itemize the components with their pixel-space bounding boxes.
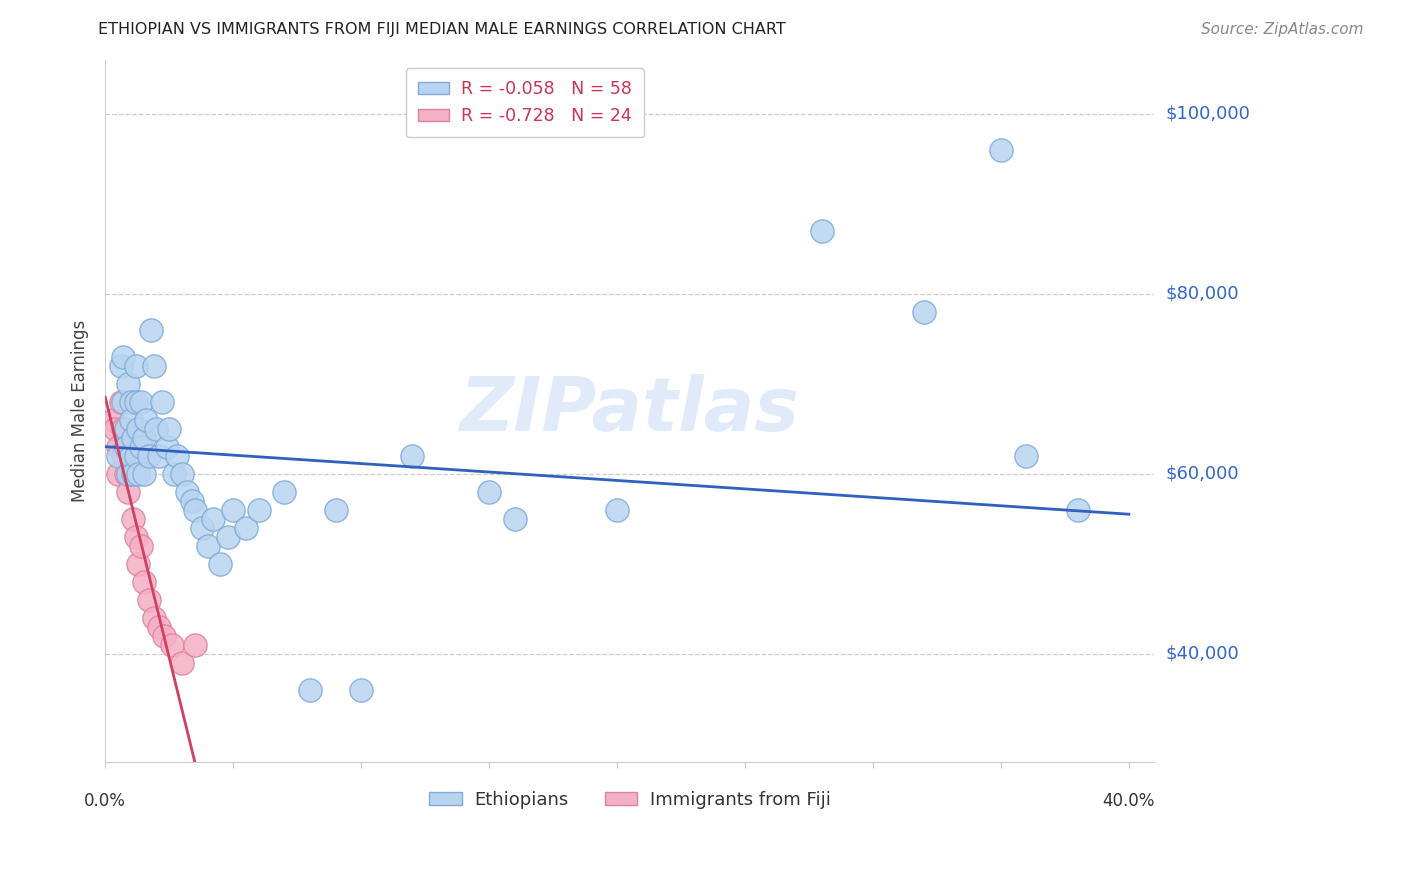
- Text: $80,000: $80,000: [1166, 285, 1239, 302]
- Text: 0.0%: 0.0%: [84, 792, 127, 810]
- Point: [114, 422, 136, 436]
- Point: [112, 394, 135, 409]
- Point: [125, 394, 148, 409]
- Point: [120, 467, 142, 481]
- Point: [117, 376, 139, 391]
- Point: [117, 467, 139, 481]
- Point: [122, 467, 145, 481]
- Point: [107, 467, 129, 481]
- Text: ZIPatlas: ZIPatlas: [460, 374, 800, 447]
- Point: [201, 512, 224, 526]
- Point: [141, 323, 163, 337]
- Point: [235, 521, 257, 535]
- Point: [110, 394, 132, 409]
- Point: [170, 656, 193, 670]
- Point: [247, 502, 270, 516]
- Point: [160, 638, 183, 652]
- Point: [606, 502, 628, 516]
- Point: [132, 431, 155, 445]
- Point: [912, 304, 935, 318]
- Point: [112, 449, 135, 463]
- Point: [153, 629, 176, 643]
- Point: [107, 449, 129, 463]
- Point: [132, 467, 155, 481]
- Text: $100,000: $100,000: [1166, 104, 1250, 122]
- Point: [170, 467, 193, 481]
- Point: [125, 359, 148, 373]
- Y-axis label: Median Male Earnings: Median Male Earnings: [72, 319, 89, 502]
- Point: [125, 530, 148, 544]
- Point: [148, 449, 170, 463]
- Point: [503, 512, 526, 526]
- Point: [129, 394, 152, 409]
- Point: [156, 440, 179, 454]
- Point: [166, 449, 188, 463]
- Point: [1066, 502, 1088, 516]
- Point: [142, 611, 165, 625]
- Text: 40.0%: 40.0%: [1102, 792, 1154, 810]
- Point: [122, 431, 145, 445]
- Point: [127, 467, 149, 481]
- Point: [127, 557, 149, 571]
- Point: [222, 502, 245, 516]
- Point: [114, 440, 136, 454]
- Point: [101, 413, 124, 427]
- Point: [478, 484, 501, 499]
- Point: [120, 449, 142, 463]
- Point: [810, 224, 832, 238]
- Point: [129, 440, 152, 454]
- Point: [110, 359, 132, 373]
- Point: [125, 449, 148, 463]
- Point: [114, 440, 136, 454]
- Point: [217, 530, 239, 544]
- Text: Source: ZipAtlas.com: Source: ZipAtlas.com: [1201, 22, 1364, 37]
- Point: [157, 422, 180, 436]
- Point: [350, 682, 373, 697]
- Point: [184, 638, 207, 652]
- Point: [120, 413, 142, 427]
- Legend: Ethiopians, Immigrants from Fiji: Ethiopians, Immigrants from Fiji: [422, 783, 838, 816]
- Point: [138, 592, 160, 607]
- Point: [163, 467, 186, 481]
- Point: [209, 557, 232, 571]
- Point: [401, 449, 423, 463]
- Point: [117, 449, 139, 463]
- Point: [197, 539, 219, 553]
- Point: [122, 512, 145, 526]
- Point: [114, 467, 136, 481]
- Point: [176, 484, 198, 499]
- Point: [117, 484, 139, 499]
- Text: $60,000: $60,000: [1166, 465, 1239, 483]
- Point: [150, 394, 173, 409]
- Point: [273, 484, 295, 499]
- Point: [181, 493, 204, 508]
- Point: [148, 620, 170, 634]
- Point: [145, 422, 167, 436]
- Text: $40,000: $40,000: [1166, 645, 1239, 663]
- Point: [298, 682, 321, 697]
- Point: [191, 521, 214, 535]
- Point: [138, 449, 160, 463]
- Point: [142, 359, 165, 373]
- Point: [112, 422, 135, 436]
- Point: [184, 502, 207, 516]
- Point: [127, 422, 149, 436]
- Point: [120, 394, 142, 409]
- Point: [990, 143, 1012, 157]
- Point: [112, 350, 135, 364]
- Point: [1015, 449, 1038, 463]
- Point: [107, 440, 129, 454]
- Text: ETHIOPIAN VS IMMIGRANTS FROM FIJI MEDIAN MALE EARNINGS CORRELATION CHART: ETHIOPIAN VS IMMIGRANTS FROM FIJI MEDIAN…: [98, 22, 786, 37]
- Point: [132, 574, 155, 589]
- Point: [135, 413, 157, 427]
- Point: [129, 539, 152, 553]
- Point: [325, 502, 347, 516]
- Point: [104, 422, 127, 436]
